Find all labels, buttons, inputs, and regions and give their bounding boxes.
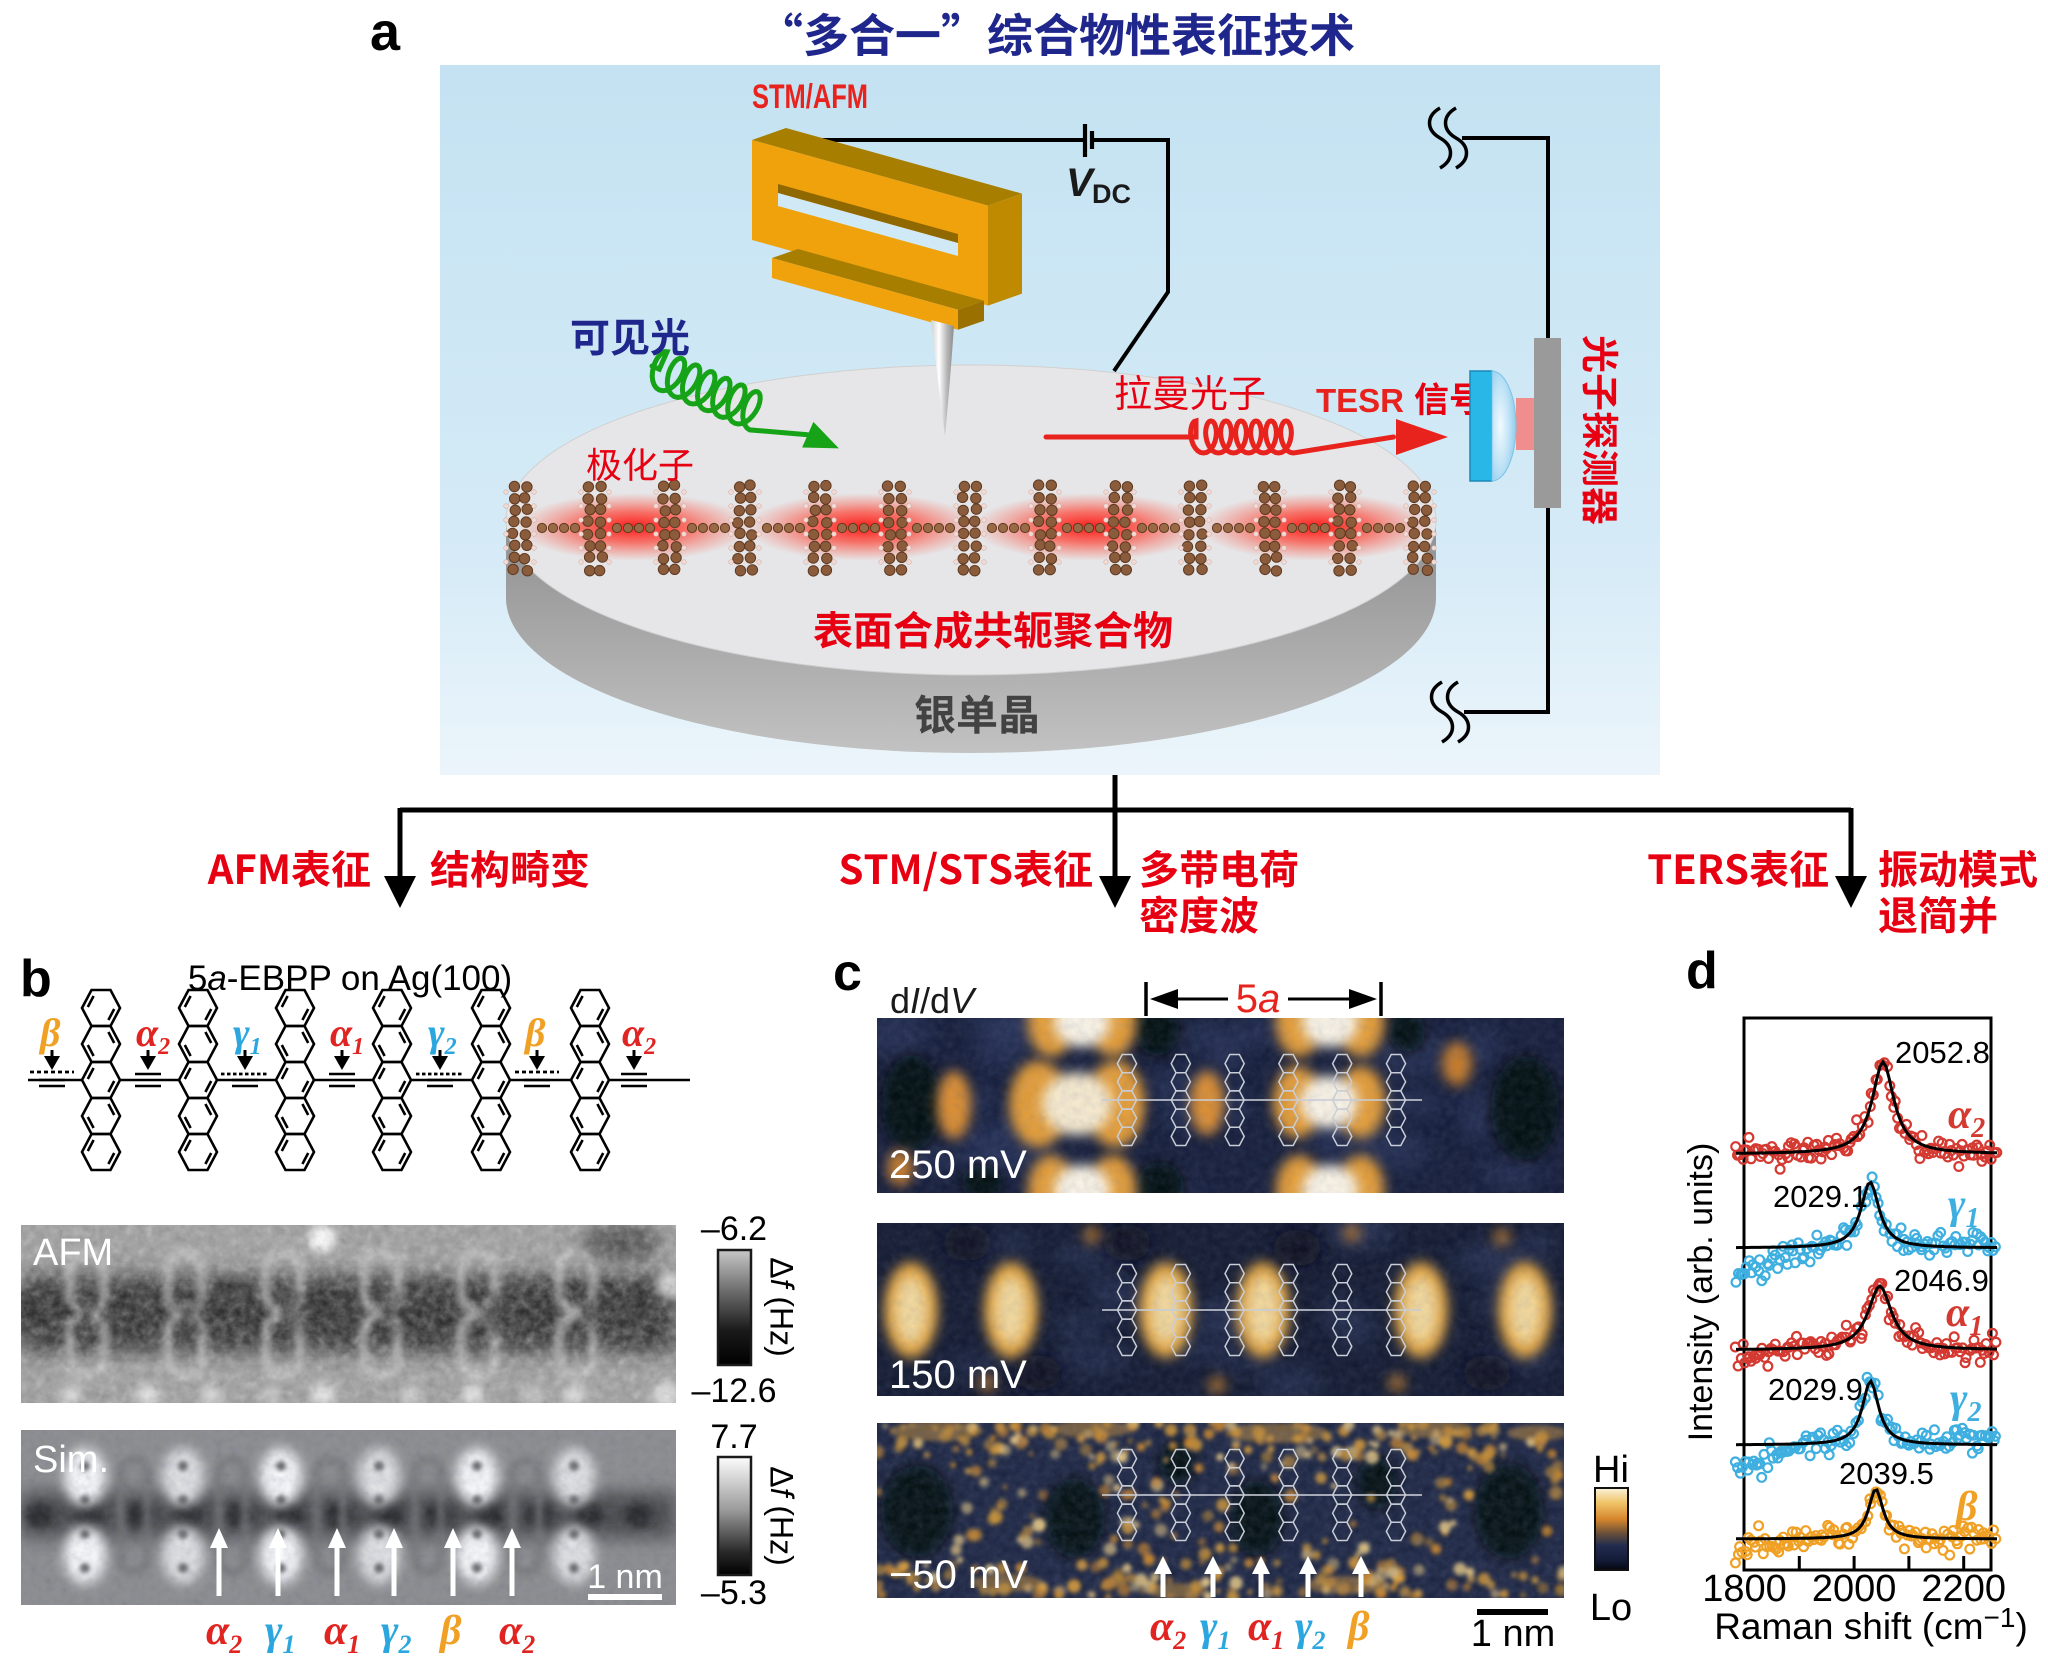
svg-text:α2: α2: [1948, 1092, 1985, 1144]
svg-text:2029.1: 2029.1: [1773, 1179, 1868, 1214]
svg-text:5a-EBPP on Ag(100): 5a-EBPP on Ag(100): [188, 959, 512, 998]
svg-text:1800: 1800: [1702, 1568, 1787, 1610]
svg-text:150 mV: 150 mV: [889, 1353, 1027, 1397]
svg-text:Intensity (arb. units): Intensity (arb. units): [1682, 1143, 1720, 1442]
svg-text:c: c: [833, 944, 862, 1002]
svg-text:2052.8: 2052.8: [1895, 1035, 1990, 1070]
svg-text:b: b: [20, 950, 52, 1008]
svg-text:γ1: γ1: [1200, 1604, 1230, 1653]
svg-text:α2: α2: [622, 1010, 656, 1060]
svg-text:γ2: γ2: [381, 1608, 411, 1653]
svg-text:2029.9: 2029.9: [1768, 1372, 1863, 1407]
svg-text:2000: 2000: [1812, 1568, 1897, 1610]
svg-text:–6.2: –6.2: [701, 1210, 767, 1248]
svg-text:2046.9: 2046.9: [1894, 1263, 1989, 1298]
svg-text:Sim.: Sim.: [33, 1439, 109, 1481]
svg-text:a: a: [370, 2, 401, 62]
svg-text:1 nm: 1 nm: [587, 1558, 663, 1596]
svg-text:250 mV: 250 mV: [889, 1143, 1027, 1187]
svg-text:1 nm: 1 nm: [1471, 1613, 1555, 1653]
svg-text:Δf (Hz): Δf (Hz): [764, 1257, 800, 1357]
svg-text:2039.5: 2039.5: [1839, 1456, 1934, 1491]
svg-text:TESR: TESR: [1316, 382, 1404, 419]
svg-text:β: β: [1954, 1484, 1978, 1530]
svg-text:Δf (Hz): Δf (Hz): [764, 1466, 800, 1566]
svg-text:Lo: Lo: [1590, 1587, 1632, 1629]
svg-text:AFM: AFM: [33, 1232, 113, 1274]
svg-text:β: β: [438, 1608, 462, 1653]
svg-text:V: V: [1066, 161, 1096, 205]
svg-text:dI/dV: dI/dV: [890, 980, 977, 1021]
svg-text:β: β: [38, 1010, 61, 1055]
svg-text:Hi: Hi: [1593, 1449, 1629, 1491]
svg-text:5a: 5a: [1236, 977, 1281, 1021]
svg-text:2200: 2200: [1921, 1568, 2006, 1610]
svg-text:–5.3: –5.3: [701, 1574, 767, 1612]
svg-text:Raman shift (cm−1): Raman shift (cm−1): [1714, 1602, 2028, 1647]
svg-text:γ1: γ1: [1948, 1182, 1979, 1234]
svg-text:β: β: [523, 1010, 546, 1055]
svg-text:d: d: [1686, 942, 1718, 1000]
svg-text:7.7: 7.7: [710, 1418, 757, 1456]
svg-text:β: β: [1346, 1604, 1370, 1650]
svg-text:γ2: γ2: [428, 1010, 457, 1060]
svg-text:−50 mV: −50 mV: [889, 1553, 1028, 1597]
svg-text:–12.6: –12.6: [691, 1372, 776, 1410]
svg-text:DC: DC: [1092, 179, 1131, 209]
svg-text:STM/AFM: STM/AFM: [752, 78, 868, 116]
